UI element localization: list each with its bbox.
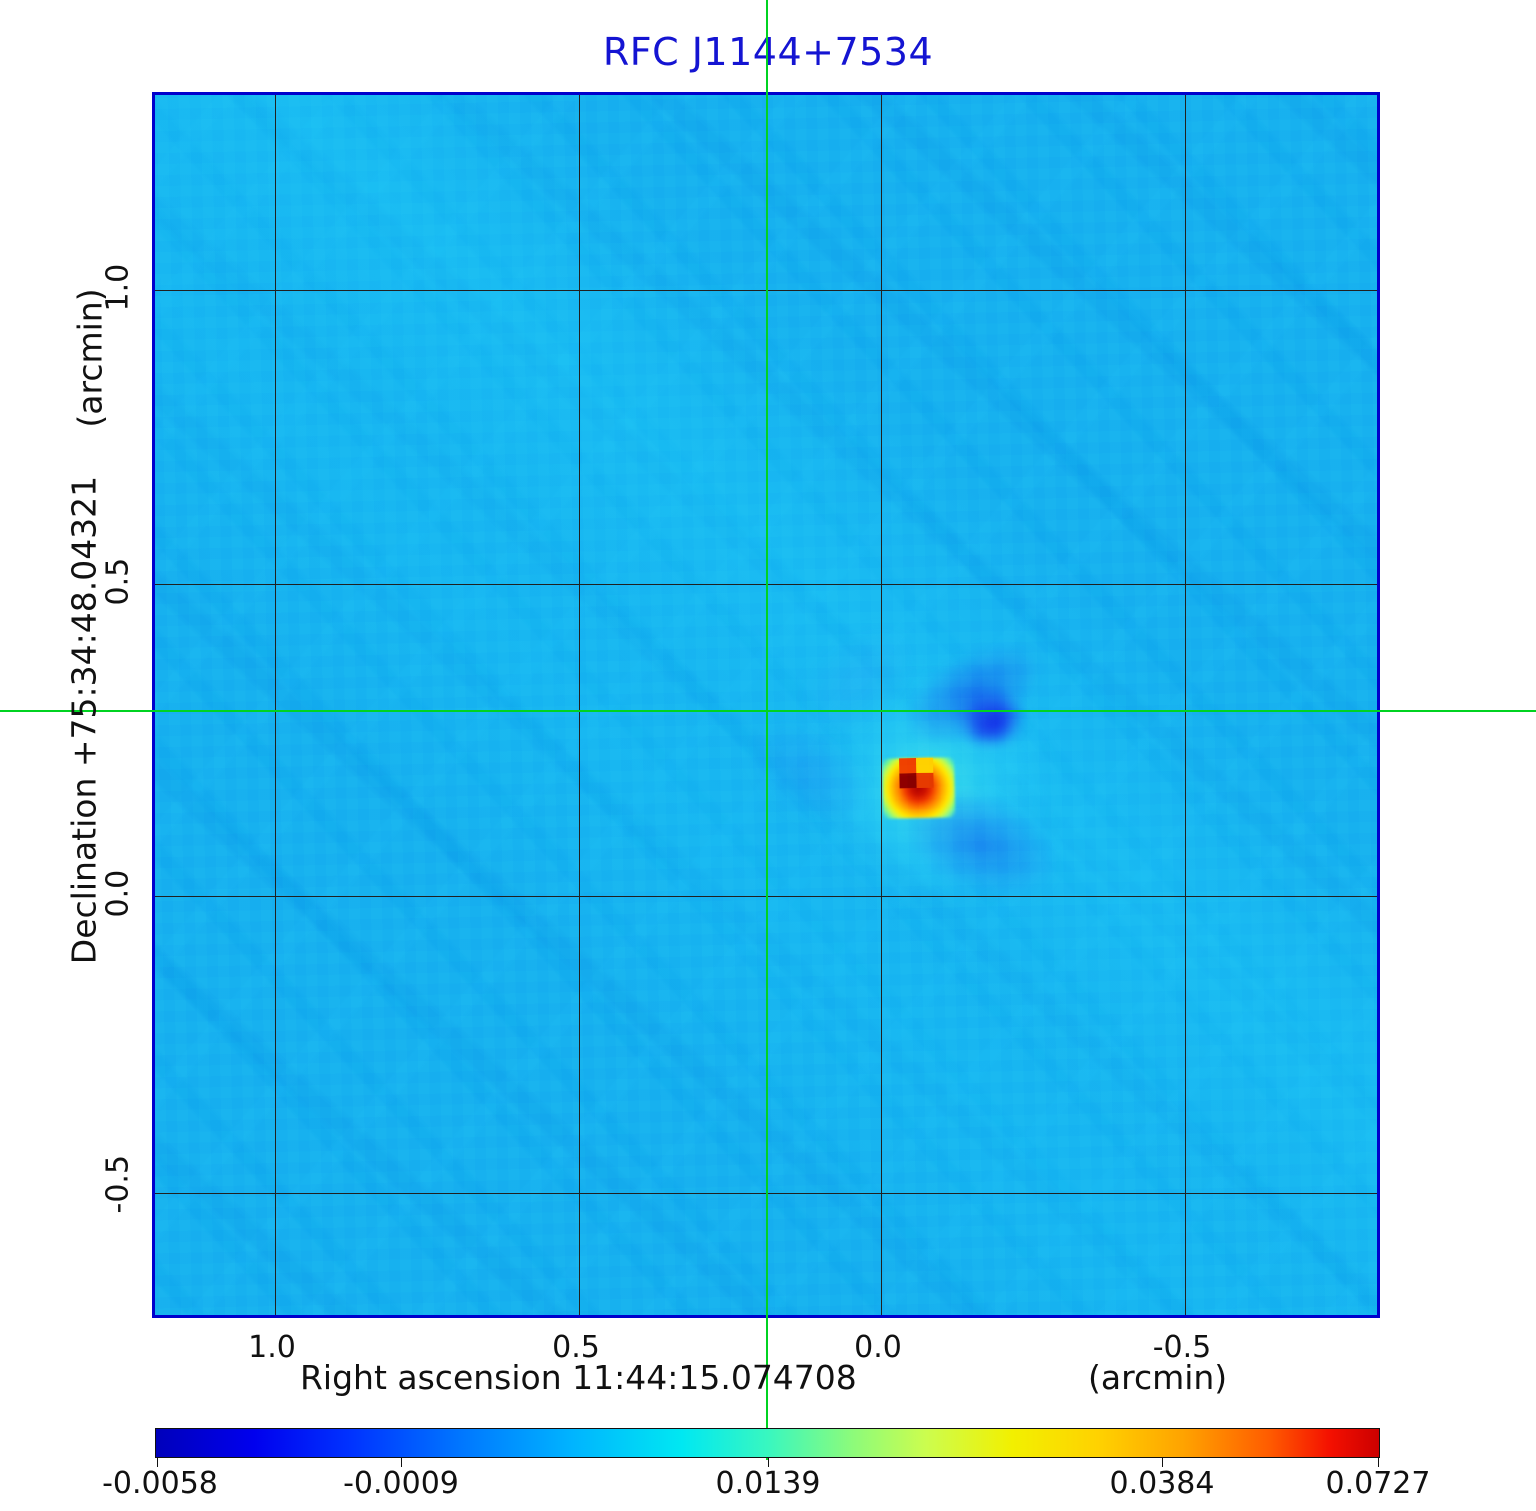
ytick-label: 0.0 [100, 869, 136, 918]
ytick-label: -0.5 [100, 1154, 136, 1214]
colorbar-tick [1162, 1458, 1163, 1467]
crosshair-horizontal [0, 710, 1536, 712]
colorbar-label-4: 0.0384 [1109, 1466, 1215, 1501]
crosshair-vertical [766, 0, 768, 1460]
colorbar-label-2: -0.0009 [343, 1466, 459, 1501]
xtick--0.5: -0.5 [1152, 1330, 1212, 1365]
y-axis-unit-wrap: (arcmin) [70, 258, 110, 458]
colorbar-label-3: 0.0139 [715, 1466, 821, 1501]
xtick-0.5: 0.5 [552, 1330, 600, 1365]
x-axis-unit: (arcmin) [1088, 1358, 1228, 1397]
colorbar-ticks [155, 1458, 1380, 1468]
colorbar-label-min: -0.0058 [102, 1466, 218, 1501]
page-title: RFC J1144+7534 [602, 30, 934, 74]
colorbar-tick [157, 1458, 158, 1467]
colorbar-tick [1378, 1458, 1379, 1467]
colorbar-tick [768, 1458, 769, 1467]
ytick-label: 0.5 [100, 557, 136, 606]
colorbar-label-max: 0.0727 [1325, 1466, 1431, 1501]
x-axis-label: Right ascension 11:44:15.074708 [300, 1358, 857, 1397]
colorbar[interactable] [155, 1428, 1380, 1458]
xtick-0.0: 0.0 [854, 1330, 902, 1365]
xtick-1.0: 1.0 [248, 1330, 296, 1365]
colorbar-tick [401, 1458, 402, 1467]
y-axis-unit: (arcmin) [70, 288, 110, 428]
y-axis-label: Declination +75:34:48.04321 [64, 475, 104, 965]
